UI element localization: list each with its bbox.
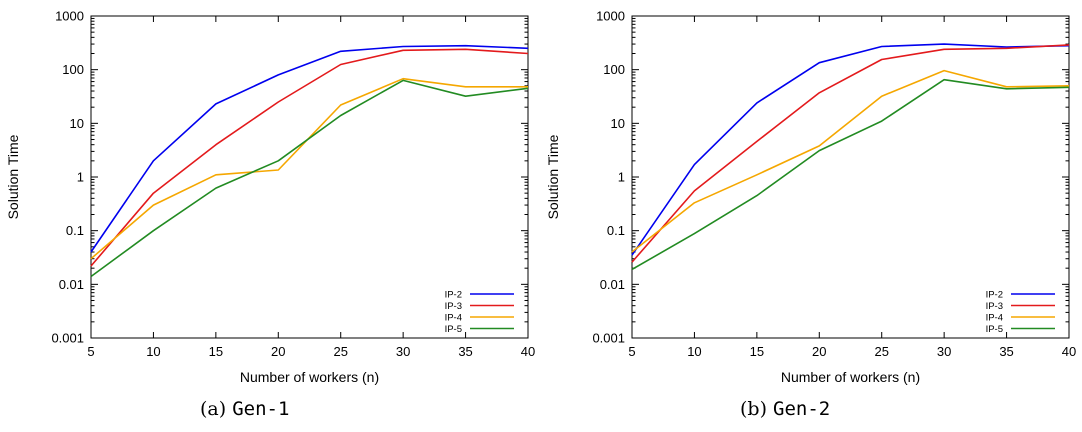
caption-label: (b) <box>740 398 767 420</box>
x-tick-label: 20 <box>812 344 826 359</box>
x-tick-label: 20 <box>271 344 285 359</box>
x-tick-label: 35 <box>458 344 472 359</box>
y-tick-label: 1000 <box>55 9 84 24</box>
x-tick-label: 35 <box>999 344 1013 359</box>
y-tick-label: 0.01 <box>59 277 84 292</box>
plot-frame <box>90 15 529 339</box>
y-tick-label: 1 <box>618 170 625 185</box>
legend-label-ip-2: IP-2 <box>986 290 1003 301</box>
legend-label-ip-2: IP-2 <box>445 290 462 301</box>
x-tick-label: 15 <box>209 344 223 359</box>
caption-label: (a) <box>200 398 227 420</box>
y-tick-label: 1000 <box>596 9 625 24</box>
series-line-ip-5 <box>90 79 529 278</box>
x-tick-label: 10 <box>146 344 160 359</box>
series-line-ip-3 <box>90 48 529 267</box>
y-tick-label: 0.001 <box>592 331 625 346</box>
y-tick-label: 100 <box>62 62 84 77</box>
caption-gen-2: (b) Gen-2 <box>740 398 830 420</box>
series-line-ip-2 <box>631 43 1070 256</box>
x-tick-label: 40 <box>1062 344 1076 359</box>
y-tick-label: 0.1 <box>607 223 625 238</box>
chart-panel-2: 5 10 15 20 25 30 35 40 0.001 0.01 0.1 1 10 100 1000 Num… <box>545 9 1076 386</box>
x-tick-label: 25 <box>874 344 888 359</box>
legend-label-ip-5: IP-5 <box>986 324 1003 335</box>
x-tick-label: 15 <box>750 344 764 359</box>
y-tick-label: 10 <box>611 116 625 131</box>
legend-label-ip-4: IP-4 <box>445 313 462 324</box>
series-line-ip-4 <box>631 69 1070 253</box>
x-tick-label: 40 <box>521 344 535 359</box>
x-tick-label: 10 <box>687 344 701 359</box>
y-tick-label: 0.01 <box>600 277 625 292</box>
chart-panel-1: 5 10 15 20 25 30 35 40 0.001 0.01 0.1 1 10 100 1000 Num… <box>5 9 535 386</box>
y-tick-label: 0.1 <box>66 223 84 238</box>
plot-frame <box>631 15 1070 339</box>
legend: IP-2IP-3IP-4IP-5 <box>445 290 514 335</box>
caption-gen-1: (a) Gen-1 <box>200 398 289 420</box>
series-line-ip-3 <box>631 44 1070 263</box>
x-tick-label: 5 <box>628 344 635 359</box>
y-tick-label: 0.001 <box>51 331 84 346</box>
legend-label-ip-3: IP-3 <box>986 301 1003 312</box>
x-axis-title: Number of workers (n) <box>240 369 379 385</box>
legend: IP-2IP-3IP-4IP-5 <box>986 290 1055 335</box>
legend-label-ip-5: IP-5 <box>445 324 462 335</box>
y-axis-title: Solution Time <box>545 134 561 219</box>
y-tick-label: 100 <box>603 62 625 77</box>
caption-tag: Gen-2 <box>773 398 831 420</box>
x-tick-label: 5 <box>87 344 94 359</box>
series-line-ip-4 <box>90 77 528 260</box>
legend-label-ip-4: IP-4 <box>986 313 1003 324</box>
x-tick-label: 30 <box>937 344 951 359</box>
legend-label-ip-3: IP-3 <box>445 301 462 312</box>
x-tick-label: 25 <box>333 344 347 359</box>
caption-tag: Gen-1 <box>232 398 290 420</box>
x-axis-title: Number of workers (n) <box>781 369 920 385</box>
y-axis-title: Solution Time <box>5 134 21 219</box>
x-tick-label: 30 <box>396 344 410 359</box>
series-line-ip-2 <box>90 44 529 253</box>
y-tick-label: 1 <box>77 170 84 185</box>
series-line-ip-5 <box>631 78 1070 271</box>
y-tick-label: 10 <box>70 116 84 131</box>
